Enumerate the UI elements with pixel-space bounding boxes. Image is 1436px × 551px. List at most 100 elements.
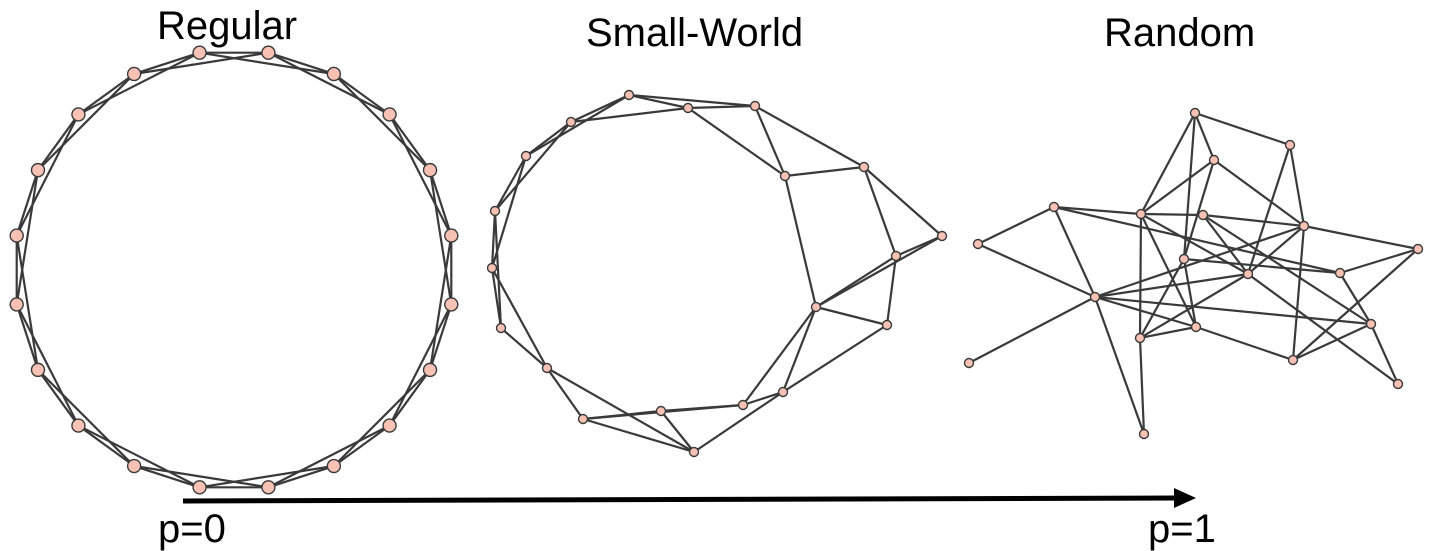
small-world-node bbox=[565, 116, 577, 128]
small-world-edge bbox=[500, 327, 548, 369]
small-world-edge bbox=[862, 166, 898, 257]
random-edge bbox=[1139, 325, 1197, 340]
random-node bbox=[1135, 208, 1147, 220]
random-network-nodes bbox=[963, 107, 1424, 440]
regular-node bbox=[9, 228, 24, 243]
small-world-node bbox=[682, 102, 694, 114]
small-world-edge bbox=[493, 210, 503, 329]
regular-edge bbox=[388, 113, 431, 171]
small-world-edge bbox=[815, 255, 897, 308]
small-world-edge bbox=[754, 105, 865, 168]
regular-node bbox=[192, 45, 207, 60]
small-world-node bbox=[489, 205, 501, 217]
small-world-edge bbox=[546, 367, 695, 453]
regular-edge bbox=[15, 235, 40, 371]
regular-edge bbox=[428, 235, 453, 371]
small-world-edge bbox=[525, 94, 630, 157]
small-world-edge bbox=[693, 391, 784, 453]
random-node bbox=[1242, 268, 1254, 280]
regular-node bbox=[9, 297, 24, 312]
regular-edge bbox=[388, 303, 453, 427]
axis-start-label: p=0 bbox=[158, 507, 226, 551]
regular-edge bbox=[199, 51, 335, 76]
regular-edge bbox=[77, 73, 135, 116]
regular-edge bbox=[15, 169, 40, 305]
random-node bbox=[1134, 332, 1146, 344]
small-world-node bbox=[520, 150, 532, 162]
random-node bbox=[1412, 243, 1424, 255]
random-edge bbox=[1139, 258, 1185, 339]
random-edge bbox=[1195, 325, 1294, 362]
random-edge bbox=[977, 242, 1096, 299]
small-world-edge bbox=[582, 417, 695, 454]
random-edge bbox=[1292, 248, 1419, 361]
random-edge bbox=[1094, 224, 1305, 299]
regular-edge bbox=[133, 464, 269, 489]
small-world-edge bbox=[490, 155, 528, 269]
regular-node bbox=[326, 66, 342, 82]
small-world-node bbox=[858, 161, 870, 173]
random-node bbox=[1189, 107, 1201, 119]
random-edge bbox=[1247, 273, 1399, 385]
random-edge bbox=[1339, 272, 1372, 325]
small-world-edge bbox=[494, 121, 572, 212]
random-node bbox=[1178, 253, 1190, 265]
random-edge bbox=[1138, 337, 1146, 435]
random-edge bbox=[1140, 213, 1197, 328]
small-world-edge bbox=[491, 267, 548, 369]
random-edge bbox=[977, 206, 1055, 245]
random-edge bbox=[1193, 112, 1216, 161]
small-world-edge bbox=[582, 409, 662, 421]
random-edge bbox=[1303, 224, 1419, 251]
regular-node bbox=[71, 107, 86, 122]
random-edge bbox=[1292, 323, 1372, 361]
regular-edge bbox=[77, 424, 201, 489]
random-node bbox=[1190, 321, 1202, 333]
small-world-node bbox=[737, 399, 749, 411]
small-world-edge bbox=[742, 306, 817, 406]
small-world-edge bbox=[815, 305, 888, 327]
regular-node bbox=[30, 162, 46, 178]
title-small-world: Small-World bbox=[586, 11, 804, 55]
regular-edge bbox=[428, 169, 453, 236]
regular-edge bbox=[388, 113, 453, 237]
small-world-edge bbox=[784, 165, 865, 178]
small-world-edge bbox=[783, 175, 818, 308]
title-random: Random bbox=[1104, 11, 1256, 55]
random-edge bbox=[1183, 257, 1341, 275]
random-edge bbox=[1140, 112, 1196, 215]
small-world-node bbox=[495, 322, 507, 334]
regular-edge bbox=[15, 304, 40, 371]
random-edge bbox=[1094, 272, 1249, 299]
random-edge bbox=[1052, 206, 1097, 298]
random-node bbox=[1365, 318, 1377, 330]
regular-node bbox=[261, 45, 276, 60]
small-world-node bbox=[810, 301, 822, 313]
random-node bbox=[1197, 209, 1209, 221]
regular-edge bbox=[37, 369, 80, 427]
random-node bbox=[1138, 428, 1150, 440]
regular-edge bbox=[267, 51, 391, 116]
random-node bbox=[1298, 220, 1310, 232]
regular-node bbox=[261, 480, 276, 495]
regular-edge bbox=[15, 303, 80, 427]
small-world-node bbox=[577, 413, 589, 425]
small-world-edge bbox=[570, 106, 689, 124]
title-regular: Regular bbox=[157, 4, 298, 48]
small-world-edge bbox=[687, 104, 756, 110]
small-world-edge bbox=[753, 105, 787, 177]
random-edge bbox=[1291, 225, 1306, 361]
small-world-node bbox=[541, 362, 553, 374]
regular-edge bbox=[333, 369, 431, 467]
regular-node bbox=[444, 228, 459, 243]
random-edge bbox=[1369, 323, 1400, 385]
small-world-edge bbox=[687, 107, 786, 177]
random-edge bbox=[1247, 225, 1305, 275]
regular-edge bbox=[333, 73, 391, 116]
regular-node bbox=[444, 297, 459, 312]
random-edge bbox=[1138, 213, 1143, 339]
random-node bbox=[1048, 201, 1060, 213]
regular-edge bbox=[333, 424, 391, 467]
random-node bbox=[1334, 267, 1346, 279]
